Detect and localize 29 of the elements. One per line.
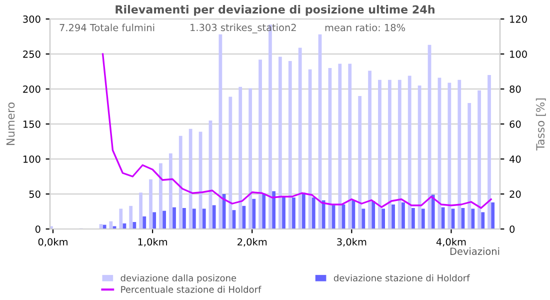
y2-axis-title: Tasso [%]	[536, 98, 546, 150]
y-tick-label: 50	[29, 190, 40, 198]
y2-tick-label: 60	[510, 120, 521, 128]
y-tick-label: 150	[23, 120, 40, 128]
y2-tick-label: 0	[510, 225, 515, 233]
y-tick-label: 300	[23, 15, 40, 23]
x-tick-label: 3,0km	[337, 238, 366, 247]
y2-tick-label: 80	[510, 85, 521, 93]
legend-label: deviazione stazione di Holdorf	[334, 274, 470, 282]
y2-tick-label: 40	[510, 155, 521, 163]
chart-title: Rilevamenti per deviazione di posizione ultime 24h	[116, 5, 434, 16]
y-tick-label: 200	[23, 85, 40, 93]
y-tick-label: 100	[23, 155, 40, 163]
y-tick-label: 0	[35, 225, 40, 233]
y-tick-label: 250	[23, 50, 40, 58]
annotation: 1.303 strikes_station2	[190, 24, 296, 34]
annotation: mean ratio: 18%	[325, 24, 406, 32]
x-tick-label: 2,0km	[238, 238, 267, 247]
x-tick-label: 1,0km	[138, 238, 167, 247]
legend-label: Percentuale stazione di Holdorf	[121, 286, 262, 293]
x-axis-title: Deviazioni	[450, 247, 500, 255]
x-tick-label: 4,0km	[436, 238, 466, 247]
y-axis-title: Numero	[6, 102, 15, 145]
annotation: 7.294 Totale fulmini	[60, 24, 154, 32]
y2-tick-label: 20	[510, 190, 521, 198]
legend-label: deviazione dalla posizone	[120, 274, 236, 284]
x-tick-label: 0,0km	[38, 238, 68, 247]
y2-tick-label: 120	[510, 15, 527, 23]
y2-tick-label: 100	[510, 50, 527, 58]
